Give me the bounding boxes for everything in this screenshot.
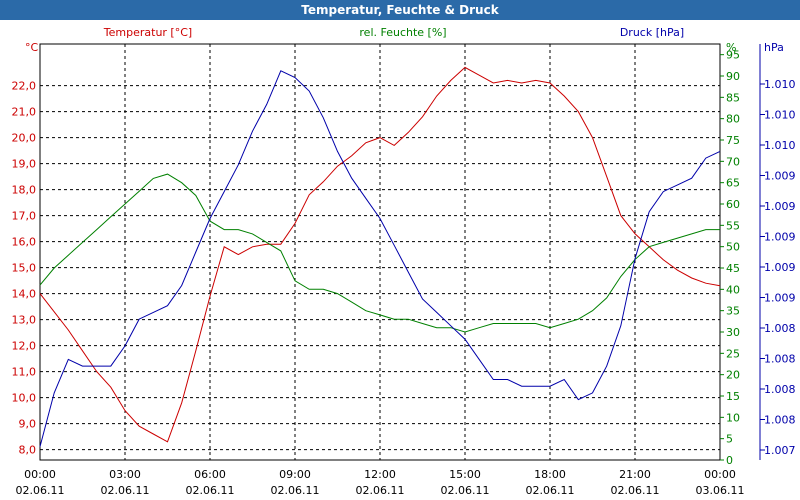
temp-tick-label: 21,0 [12,106,37,119]
press-tick-label: 1.009 [764,292,796,305]
chart-area: 00:00 02.06.11 03:00 02.06.11 06:00 02.06.11 0… [12,26,796,497]
x-tick-date: 02.06.11 [526,484,575,497]
hum-tick-label: 25 [726,347,740,360]
hum-tick-label: 45 [726,262,740,275]
hum-tick-label: 75 [726,134,740,147]
chart-title: Temperatur, Feuchte & Druck [0,0,800,20]
axis-labels: 00:00 02.06.11 03:00 02.06.11 06:00 02.06.11 0… [12,26,796,497]
press-tick-label: 1.009 [764,200,796,213]
x-tick-date: 02.06.11 [16,484,65,497]
hum-tick-label: 60 [726,198,740,211]
temp-tick-label: 14,0 [12,288,37,301]
press-tick-label: 1.009 [764,170,796,183]
temp-tick-label: 18,0 [12,184,37,197]
x-tick-time: 06:00 [194,468,226,481]
plot-frame [39,43,721,461]
press-tick-label: 1.008 [764,353,796,366]
x-tick-time: 18:00 [534,468,566,481]
x-tick-time: 12:00 [364,468,396,481]
x-tick-time: 00:00 [704,468,736,481]
temp-tick-label: 22,0 [12,80,37,93]
hum-tick-label: 55 [726,219,740,232]
press-tick-label: 1.007 [764,444,796,457]
hum-tick-label: 50 [726,241,740,254]
press-tick-label: 1.009 [764,231,796,244]
x-tick-date: 02.06.11 [271,484,320,497]
temp-tick-label: 16,0 [12,236,37,249]
temp-tick-label: 13,0 [12,314,37,327]
series-line-temp [39,66,721,443]
press-tick-label: 1.008 [764,383,796,396]
hum-tick-label: 90 [726,70,740,83]
x-tick-time: 03:00 [109,468,141,481]
temp-tick-label: 15,0 [12,262,37,275]
series-line-hum [39,173,720,333]
x-tick-date: 02.06.11 [356,484,405,497]
press-tick-label: 1.008 [764,414,796,427]
hum-tick-label: 95 [726,49,740,62]
x-tick-date: 02.06.11 [611,484,660,497]
press-tick-label: 1.010 [764,78,796,91]
series-lines [39,66,721,447]
hum-tick-label: 15 [726,390,740,403]
temp-tick-label: 8,0 [19,444,37,457]
hum-tick-label: 30 [726,326,740,339]
x-tick-date: 02.06.11 [186,484,235,497]
x-tick-time: 21:00 [619,468,651,481]
hum-tick-label: 20 [726,369,740,382]
series-legend-label: Temperatur [°C] [103,26,192,39]
hum-tick-label: 65 [726,177,740,190]
hum-tick-label: 5 [726,433,733,446]
temp-tick-label: 19,0 [12,158,37,171]
series-legend-label: Druck [hPa] [620,26,684,39]
series-legend-label: rel. Feuchte [%] [359,26,446,39]
press-unit-label: hPa [764,41,784,54]
x-tick-time: 09:00 [279,468,311,481]
x-tick-time: 00:00 [24,468,56,481]
x-tick-date: 02.06.11 [101,484,150,497]
hum-tick-label: 85 [726,91,740,104]
hum-unit-label: % [726,41,736,54]
temp-tick-label: 11,0 [12,366,37,379]
series-line-press [39,70,721,447]
axes [39,43,765,461]
x-tick-date: 03.06.11 [696,484,745,497]
hum-tick-label: 80 [726,113,740,126]
hum-tick-label: 40 [726,283,740,296]
temp-tick-label: 20,0 [12,132,37,145]
press-tick-label: 1.010 [764,109,796,122]
grid [40,44,720,460]
press-tick-label: 1.010 [764,139,796,152]
temp-tick-label: 9,0 [19,418,37,431]
hum-tick-label: 35 [726,305,740,318]
hum-tick-label: 70 [726,155,740,168]
hum-tick-label: 10 [726,411,740,424]
x-tick-time: 15:00 [449,468,481,481]
x-tick-date: 02.06.11 [441,484,490,497]
hum-tick-label: 0 [726,454,733,467]
temp-unit-label: °C [25,41,39,54]
temp-tick-label: 17,0 [12,210,37,223]
press-tick-label: 1.008 [764,322,796,335]
temp-tick-label: 12,0 [12,340,37,353]
press-tick-label: 1.009 [764,261,796,274]
temp-tick-label: 10,0 [12,392,37,405]
